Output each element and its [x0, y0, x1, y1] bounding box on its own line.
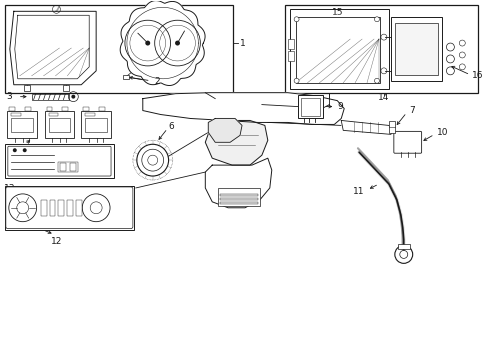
Circle shape — [175, 41, 180, 46]
Polygon shape — [294, 15, 380, 85]
Bar — [99, 107, 105, 111]
Bar — [220, 198, 257, 200]
Bar — [284, 5, 477, 93]
Bar — [76, 200, 82, 216]
Bar — [5, 144, 114, 178]
Bar — [300, 98, 320, 116]
Polygon shape — [205, 121, 267, 165]
Bar — [59, 200, 64, 216]
Text: 8: 8 — [93, 151, 99, 160]
Circle shape — [399, 251, 407, 258]
Bar — [85, 118, 107, 132]
Circle shape — [374, 78, 379, 83]
Text: 7: 7 — [408, 106, 414, 115]
Bar — [397, 243, 409, 249]
Bar — [41, 200, 46, 216]
Bar — [11, 113, 20, 117]
Circle shape — [374, 17, 379, 22]
Bar — [59, 162, 78, 172]
Bar — [44, 111, 74, 138]
Bar — [25, 107, 31, 111]
Bar — [295, 17, 379, 83]
Text: 2: 2 — [154, 77, 160, 86]
Bar — [289, 9, 388, 89]
Polygon shape — [341, 121, 393, 134]
FancyBboxPatch shape — [6, 187, 133, 229]
Bar — [48, 113, 59, 117]
Bar — [122, 75, 129, 79]
Bar — [83, 107, 89, 111]
Bar — [61, 163, 66, 171]
Bar — [220, 194, 257, 196]
Polygon shape — [142, 93, 344, 125]
Polygon shape — [208, 118, 242, 142]
Bar — [394, 23, 438, 75]
Text: 15: 15 — [331, 8, 342, 17]
Bar — [287, 51, 293, 61]
Circle shape — [22, 148, 27, 152]
Bar — [85, 113, 95, 117]
Circle shape — [293, 17, 299, 22]
Bar — [24, 85, 30, 91]
Circle shape — [13, 148, 17, 152]
Bar — [70, 163, 76, 171]
Bar — [287, 39, 293, 49]
Bar — [63, 85, 69, 91]
Bar — [390, 17, 442, 81]
Polygon shape — [10, 11, 96, 85]
Bar — [5, 186, 134, 230]
Text: 5: 5 — [57, 151, 62, 160]
Text: 4: 4 — [19, 151, 24, 160]
Bar — [220, 202, 257, 204]
Circle shape — [71, 95, 75, 99]
Text: 1: 1 — [240, 39, 245, 48]
Text: 13: 13 — [4, 184, 15, 193]
FancyBboxPatch shape — [8, 146, 111, 176]
Bar — [5, 5, 233, 93]
Bar — [9, 107, 15, 111]
Text: 10: 10 — [436, 128, 447, 137]
Bar — [7, 111, 37, 138]
Bar — [32, 94, 69, 100]
Bar — [62, 107, 68, 111]
Bar — [67, 200, 73, 216]
Circle shape — [145, 41, 150, 46]
Text: 9: 9 — [337, 102, 342, 111]
Bar — [11, 118, 33, 132]
FancyBboxPatch shape — [393, 131, 421, 153]
Text: 6: 6 — [168, 122, 174, 131]
Text: 12: 12 — [51, 237, 62, 246]
Polygon shape — [205, 158, 271, 208]
Text: 11: 11 — [352, 188, 364, 197]
Polygon shape — [120, 1, 204, 86]
Bar — [48, 118, 70, 132]
Bar — [49, 200, 55, 216]
Text: 16: 16 — [471, 71, 483, 80]
Text: 14: 14 — [377, 93, 389, 102]
Bar — [81, 111, 111, 138]
Circle shape — [293, 78, 299, 83]
Bar — [297, 95, 323, 118]
Text: 3: 3 — [6, 92, 12, 101]
Bar — [218, 188, 259, 206]
Bar — [46, 107, 52, 111]
Text: J: J — [54, 6, 59, 13]
Bar — [388, 121, 394, 133]
